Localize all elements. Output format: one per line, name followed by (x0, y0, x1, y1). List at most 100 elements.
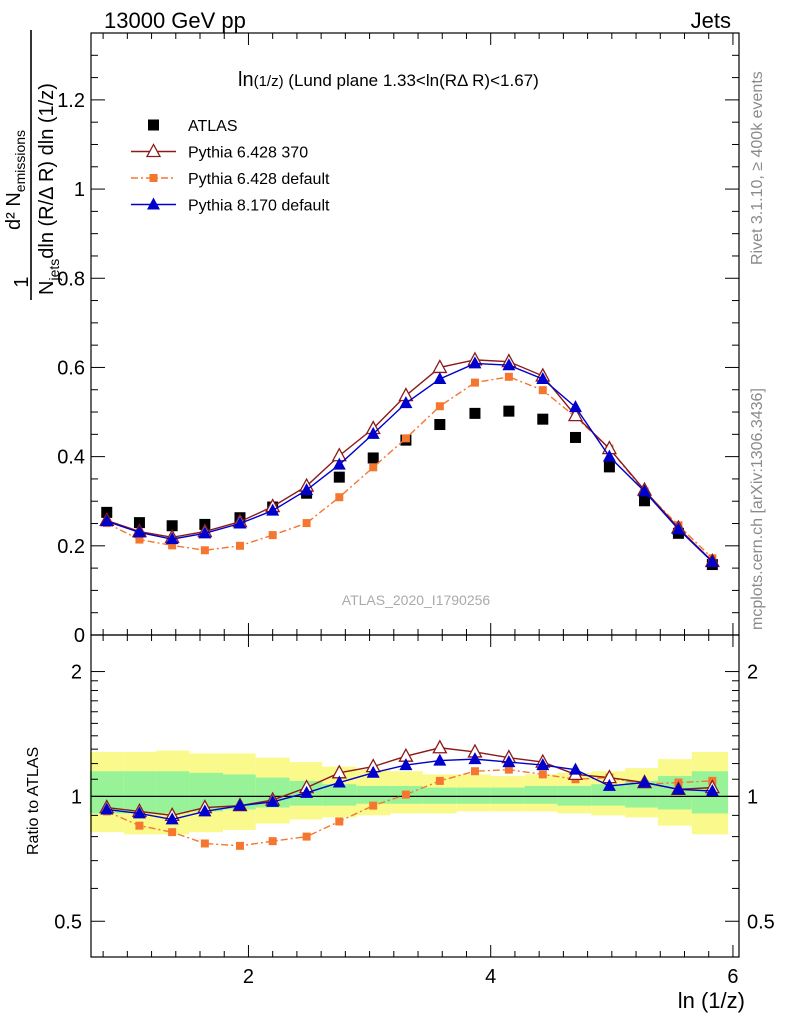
data-point-series-0 (333, 471, 345, 483)
data-point-series-3 (602, 449, 616, 462)
data-point-series-3 (638, 484, 652, 497)
y-tick-label: 0.8 (57, 268, 85, 290)
y-tick-label: 0 (74, 625, 85, 647)
energy-label: 13000 GeV pp (104, 8, 246, 33)
data-point-series-2 (302, 519, 311, 528)
plot-title: ln(1/z) (Lund plane 1.33<ln(RΔ R)<1.67) (238, 69, 539, 91)
data-point-series-0 (503, 405, 515, 417)
uncertainty-band-inner (422, 787, 457, 804)
data-point-series-3 (502, 755, 516, 768)
legend-marker (148, 119, 159, 131)
x-tick-label: 6 (727, 966, 738, 988)
data-point-series-3 (705, 554, 719, 567)
data-point-series-2 (268, 837, 277, 846)
data-point-series-2 (401, 434, 410, 443)
y-tick-label: 1.2 (57, 90, 85, 112)
data-point-series-3 (602, 778, 616, 791)
data-point-series-0 (603, 461, 615, 473)
data-point-series-3 (132, 806, 146, 819)
legend-label: ATLAS (188, 118, 238, 135)
y-tick-label-right: 1 (747, 786, 758, 808)
data-point-series-3 (100, 802, 114, 815)
y-tick-label: 2 (71, 662, 82, 684)
data-point-series-3 (165, 532, 179, 545)
data-point-series-3 (468, 752, 482, 765)
data-point-series-3 (132, 525, 146, 538)
y-tick-label-right: 0.5 (747, 911, 775, 933)
data-point-series-3 (638, 775, 652, 788)
data-point-series-2 (401, 790, 410, 799)
analysis-watermark: ATLAS_2020_I1790256 (342, 592, 491, 608)
data-point-series-0 (569, 431, 581, 443)
x-axis-label: ln (1/z) (678, 988, 745, 1013)
data-point-series-3 (366, 426, 380, 439)
data-point-series-2 (235, 541, 244, 550)
series-line-1 (106, 359, 713, 562)
data-point-series-2 (435, 402, 444, 411)
data-point-series-3 (300, 483, 314, 496)
data-point-series-3 (366, 765, 380, 778)
data-point-series-2 (302, 832, 311, 841)
data-point-series-3 (568, 400, 582, 413)
data-point-series-2 (335, 817, 344, 826)
data-point-series-2 (200, 839, 209, 848)
mcplots-label: mcplots.cern.ch [arXiv:1306.3436] (749, 388, 766, 630)
data-point-series-2 (470, 378, 479, 387)
y-tick-label: 1 (74, 179, 85, 201)
svg-text:Njetsdln (R/Δ R) dln (1/z): Njetsdln (R/Δ R) dln (1/z) (36, 83, 62, 295)
data-point-series-3 (332, 775, 346, 788)
y-tick-label-right: 2 (747, 662, 758, 684)
data-point-series-2 (369, 463, 378, 472)
data-point-series-2 (168, 541, 177, 550)
data-point-series-3 (568, 762, 582, 775)
data-point-series-3 (198, 804, 212, 817)
y-tick-label: 0.2 (57, 536, 85, 558)
data-point-series-2 (268, 531, 277, 540)
main-y-axis-label: 1 Njetsdln (R/Δ R) dln (1/z) d² Nemissio… (3, 30, 62, 300)
data-point-series-2 (504, 372, 513, 381)
data-point-series-3 (266, 794, 280, 807)
data-point-series-0 (434, 419, 446, 431)
data-point-series-0 (133, 517, 145, 529)
x-tick-label: 4 (485, 966, 496, 988)
ratio-plot: 2 4 6 0.5 0.5 1 1 2 2 (54, 634, 775, 988)
data-point-series-3 (536, 372, 550, 385)
data-point-series-2 (135, 535, 144, 544)
data-point-series-0 (537, 413, 549, 425)
legend-label: Pythia 8.170 default (188, 198, 330, 215)
x-tick-label: 2 (243, 966, 254, 988)
data-point-series-3 (536, 758, 550, 771)
uncertainty-band-inner (322, 784, 357, 806)
data-point-series-0 (469, 407, 481, 419)
data-point-series-0 (367, 452, 379, 464)
uncertainty-band-inner (456, 787, 491, 804)
data-point-series-2 (470, 767, 479, 776)
legend-marker (145, 143, 162, 158)
data-point-series-2 (504, 765, 513, 774)
data-point-series-2 (235, 841, 244, 850)
data-point-series-3 (399, 396, 413, 409)
data-point-series-2 (435, 776, 444, 785)
data-point-series-3 (233, 516, 247, 529)
uncertainty-band-inner (591, 784, 626, 806)
data-point-series-0 (166, 520, 178, 532)
data-point-series-3 (100, 514, 114, 527)
uncertainty-band-inner (557, 785, 592, 806)
data-point-series-3 (266, 503, 280, 516)
data-point-series-1 (567, 407, 584, 422)
uncertainty-band-inner (156, 771, 190, 814)
data-point-series-1 (432, 739, 448, 754)
main-plot: 0 0.2 0.4 0.6 0.8 1 1.2 (57, 32, 740, 957)
data-point-series-2 (538, 386, 547, 395)
data-point-series-2 (135, 821, 144, 830)
data-point-series-3 (671, 522, 685, 535)
data-point-series-2 (369, 801, 378, 810)
data-point-series-2 (538, 770, 547, 779)
data-point-series-3 (671, 782, 685, 795)
data-point-series-3 (433, 372, 447, 385)
data-point-series-2 (168, 828, 177, 837)
uncertainty-band-inner (356, 785, 391, 804)
process-label: Jets (691, 8, 731, 33)
data-point-series-3 (433, 753, 447, 766)
